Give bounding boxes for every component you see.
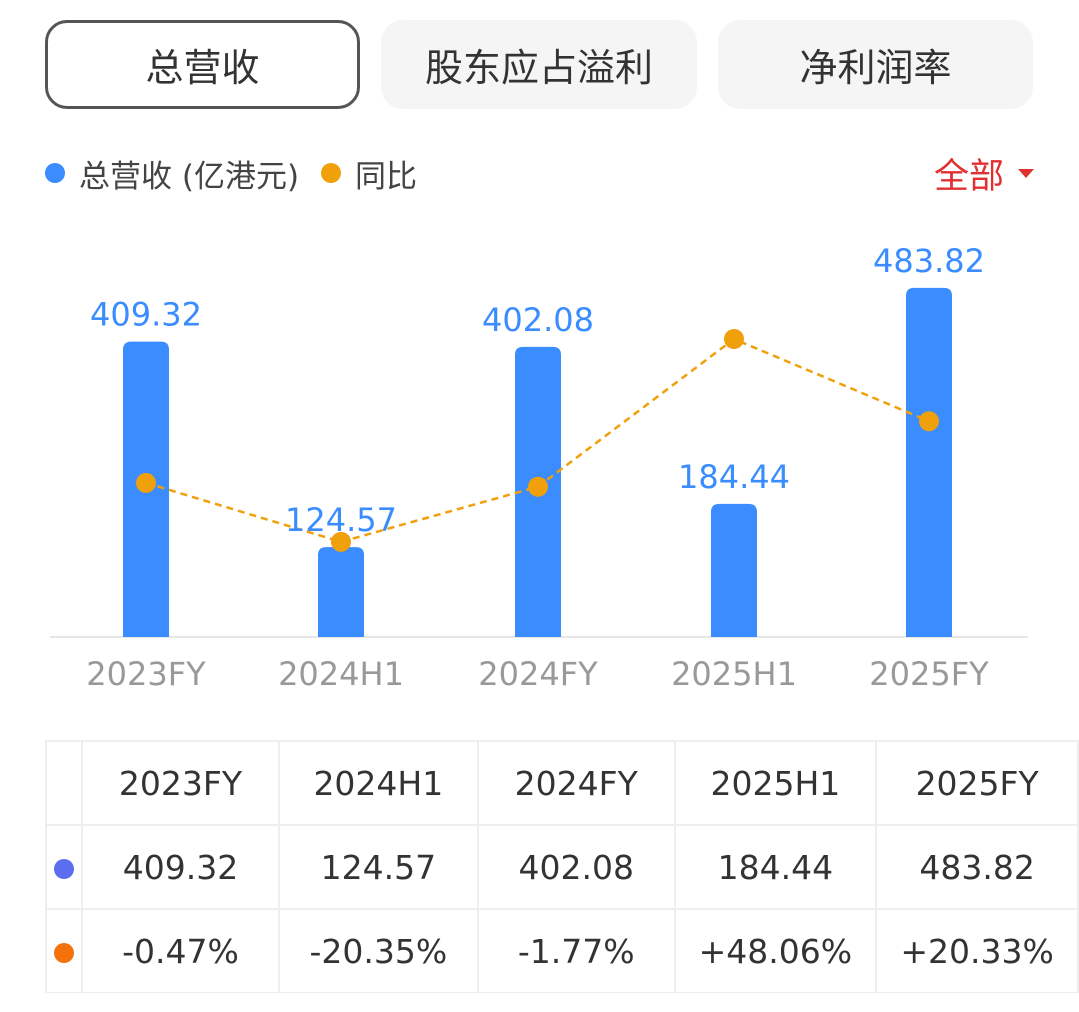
yoy-point xyxy=(724,329,744,350)
yoy-point xyxy=(331,531,351,552)
x-tick-label: 2025FY xyxy=(869,655,989,693)
legend-item-revenue[interactable]: 总营收 (亿港元) xyxy=(45,151,299,196)
data-label: 402.08 xyxy=(482,301,594,339)
table-cell: +48.06% xyxy=(673,908,878,993)
table-cell: +20.33% xyxy=(875,908,1079,993)
table-header-cell: 2024H1 xyxy=(277,740,479,826)
caret-down-icon xyxy=(1018,168,1034,178)
bar xyxy=(906,287,952,637)
data-label: 483.82 xyxy=(873,242,985,280)
table-cell: -0.47% xyxy=(81,908,280,993)
orange-dot-icon xyxy=(54,942,75,963)
blue-dot-icon xyxy=(54,858,75,879)
table-header-cell: 2024FY xyxy=(476,740,676,826)
yoy-point xyxy=(919,411,939,432)
bar xyxy=(711,503,757,637)
table-row-yoy: -0.47% -20.35% -1.77% +48.06% +20.33% xyxy=(45,908,1079,993)
row-marker xyxy=(45,908,84,993)
chart-legend: 总营收 (亿港元) 同比 xyxy=(45,148,439,198)
filter-label: 全部 xyxy=(933,156,1004,197)
bar xyxy=(318,547,364,637)
legend-dot-icon xyxy=(321,163,342,183)
table-cell: 124.57 xyxy=(277,824,479,910)
table-cell: 402.08 xyxy=(476,824,676,910)
table-header-cell: 2025FY xyxy=(875,740,1079,826)
table-header-cell: 2023FY xyxy=(81,740,280,826)
table-cell: 184.44 xyxy=(673,824,878,910)
table-header-row: 2023FY 2024H1 2024FY 2025H1 2025FY xyxy=(45,740,1079,826)
table-cell: 483.82 xyxy=(875,824,1079,910)
data-label: 409.32 xyxy=(90,296,202,334)
table-header-cell: 2025H1 xyxy=(673,740,878,826)
tab-net-margin[interactable]: 净利润率 xyxy=(718,20,1033,109)
table-corner-cell xyxy=(45,740,84,826)
legend-item-yoy[interactable]: 同比 xyxy=(321,151,417,196)
x-tick-label: 2025H1 xyxy=(671,655,797,693)
tab-shareholder-profit[interactable]: 股东应占溢利 xyxy=(381,20,697,109)
tab-total-revenue[interactable]: 总营收 xyxy=(45,20,360,109)
table-cell: 409.32 xyxy=(81,824,280,910)
table-cell: -1.77% xyxy=(476,908,676,993)
metric-tabs: 总营收 股东应占溢利 净利润率 xyxy=(0,0,1079,120)
period-filter-dropdown[interactable]: 全部 xyxy=(934,148,1034,198)
x-tick-label: 2023FY xyxy=(86,655,206,693)
yoy-point xyxy=(528,476,548,497)
table-row-revenue: 409.32 124.57 402.08 184.44 483.82 xyxy=(45,824,1079,910)
legend-dot-icon xyxy=(45,163,65,183)
data-label: 184.44 xyxy=(678,458,790,496)
row-marker xyxy=(45,824,84,910)
data-table: 2023FY 2024H1 2024FY 2025H1 2025FY 409.3… xyxy=(45,740,1079,993)
legend-label-yoy: 同比 xyxy=(355,158,418,195)
x-tick-label: 2024H1 xyxy=(278,655,404,693)
legend-label-revenue: 总营收 (亿港元) xyxy=(79,158,300,195)
table-cell: -20.35% xyxy=(277,908,479,993)
x-tick-label: 2024FY xyxy=(478,655,598,693)
yoy-point xyxy=(136,472,156,493)
